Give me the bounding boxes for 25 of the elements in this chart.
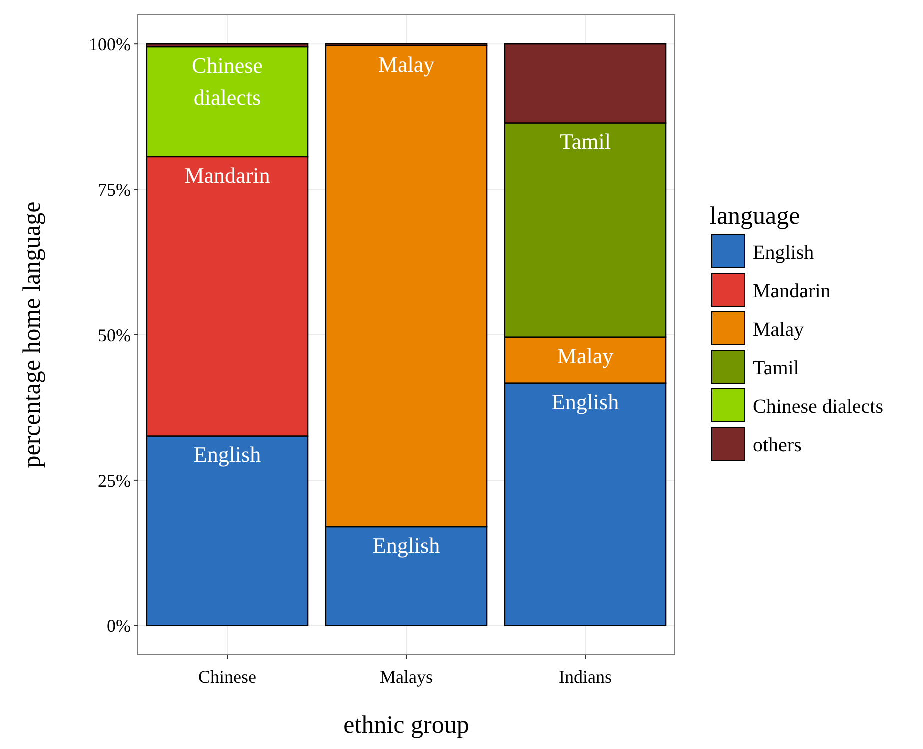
x-tick-label: Malays [380, 667, 433, 687]
legend-label: Mandarin [753, 280, 831, 302]
x-axis-title: ethnic group [344, 712, 470, 739]
data-label: Malay [378, 52, 435, 77]
y-axis-title: percentage home language [19, 202, 46, 468]
data-label: English [372, 533, 440, 558]
data-label: Malay [557, 343, 614, 368]
y-tick-label: 0% [107, 616, 131, 636]
data-label: Chinese dialects [192, 53, 263, 110]
data-label: Tamil [560, 129, 612, 154]
data-label: Mandarin [184, 162, 270, 188]
data-label: English [552, 389, 620, 414]
data-label: English [194, 442, 262, 468]
x-tick-label: Chinese [198, 667, 256, 687]
y-tick-label: 25% [98, 470, 131, 491]
y-tick-label: 50% [98, 325, 131, 346]
legend-label: English [753, 242, 814, 264]
legend-title: language [710, 203, 800, 230]
legend-label: Malay [753, 319, 804, 341]
legend-label: others [753, 434, 802, 456]
legend-label: Chinese dialects [753, 396, 884, 418]
x-tick-label: Indians [559, 667, 612, 687]
y-tick-label: 75% [98, 180, 131, 200]
legend-label: Tamil [753, 358, 800, 380]
y-tick-label: 100% [89, 34, 131, 54]
